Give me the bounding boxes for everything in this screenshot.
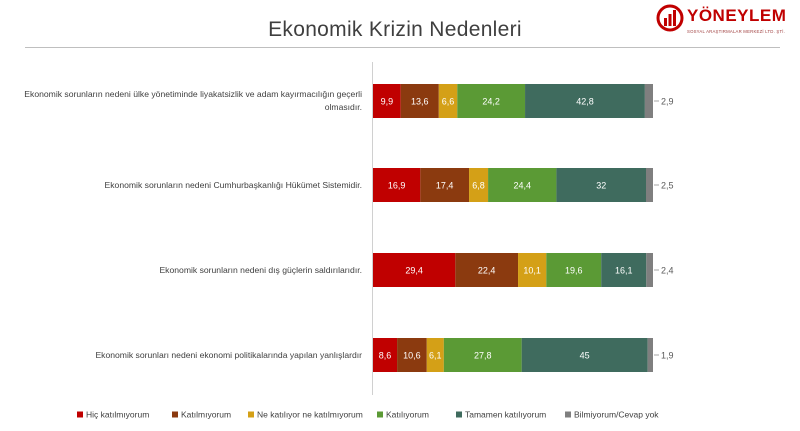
bar-segment-katilmiyorum: [420, 168, 470, 202]
bar-value-label: 6,8: [472, 181, 485, 191]
bar-value-label: 29,4: [405, 266, 423, 276]
bar-value-label: 24,2: [482, 97, 500, 107]
bar-segment-bilmiyorum-cevap-yok: [644, 84, 653, 118]
bar-segment-tamamen-katiliyorum: [521, 338, 648, 372]
logo-wordmark: YÖNEYLEM: [687, 6, 787, 25]
legend-label: Katılıyorum: [386, 410, 429, 420]
bar-segment-hic-katilmiyorum: [373, 253, 456, 287]
bar-segment-hic-katilmiyorum: [373, 168, 421, 202]
category-label: Ekonomik sorunların nedeni dış güçlerin …: [159, 264, 362, 275]
bar-value-label: 2,5: [661, 181, 674, 191]
bar-segment-hic-katilmiyorum: [373, 84, 401, 118]
bar-segment-katilmiyorum: [400, 84, 439, 118]
legend-label: Katılmıyorum: [181, 410, 231, 420]
legend-swatch: [172, 411, 178, 418]
bar-segment-bilmiyorum-cevap-yok: [646, 253, 653, 287]
bar-segment-katilmiyorum: [397, 338, 427, 372]
bar-value-label: 2,4: [661, 266, 674, 276]
yoneylem-logo: YÖNEYLEM SOSYAL ARAŞTIRMALAR MERKEZİ LTD…: [655, 3, 795, 43]
bar-value-label: 24,4: [513, 181, 531, 191]
bar-segment-bilmiyorum-cevap-yok: [646, 168, 653, 202]
bar-value-label: 17,4: [436, 181, 454, 191]
bar-value-label: 13,6: [411, 97, 429, 107]
bar-value-label: 6,6: [442, 97, 455, 107]
bar-value-label: 2,9: [661, 97, 674, 107]
bar-segment-katiliyorum: [457, 84, 526, 118]
category-label: Ekonomik sorunları nedeni ekonomi politi…: [95, 349, 362, 360]
title-divider: [25, 47, 780, 48]
bar-segment-katiliyorum: [443, 338, 522, 372]
bar-segment-katiliyorum: [488, 168, 557, 202]
bar-segment-ne-katiliyor-ne-katilmiyorum: [518, 253, 547, 287]
bar-segment-katiliyorum: [546, 253, 602, 287]
logo-mark-icon: [656, 4, 684, 32]
bar-value-label: 19,6: [565, 266, 583, 276]
bar-value-label: 42,8: [576, 97, 594, 107]
bar-value-label: 32: [596, 181, 606, 191]
bar-value-label: 16,1: [615, 266, 633, 276]
bar-value-label: 45: [580, 351, 590, 361]
legend-swatch: [77, 411, 83, 418]
chart-title: Ekonomik Krizin Nedenleri: [268, 18, 522, 41]
bar-value-label: 9,9: [381, 97, 394, 107]
bar-value-label: 8,6: [379, 351, 392, 361]
legend-swatch: [377, 411, 383, 418]
legend-swatch: [248, 411, 254, 418]
category-label: Ekonomik sorunların nedeni ülke yönetimi…: [24, 89, 362, 112]
legend-label: Tamamen katılıyorum: [465, 410, 546, 420]
legend-swatch: [456, 411, 462, 418]
category-label: Ekonomik sorunların nedeni Cumhurbaşkanl…: [104, 179, 362, 190]
bar-segment-hic-katilmiyorum: [373, 338, 398, 372]
bar-segment-tamamen-katiliyorum: [525, 84, 645, 118]
legend-label: Ne katılıyor ne katılmıyorum: [257, 410, 363, 420]
bar-segment-tamamen-katiliyorum: [556, 168, 646, 202]
legend-label: Bilmiyorum/Cevap yok: [574, 410, 659, 420]
bar-value-label: 10,1: [523, 266, 541, 276]
bar-value-label: 22,4: [478, 266, 496, 276]
bar-value-label: 10,6: [403, 351, 421, 361]
bar-segment-tamamen-katiliyorum: [601, 253, 647, 287]
bar-segment-ne-katiliyor-ne-katilmiyorum: [469, 168, 489, 202]
bar-value-label: 6,1: [429, 351, 442, 361]
bar-segment-ne-katiliyor-ne-katilmiyorum: [426, 338, 444, 372]
legend-swatch: [565, 411, 571, 418]
bar-segment-ne-katiliyor-ne-katilmiyorum: [438, 84, 458, 118]
bar-value-label: 27,8: [474, 351, 492, 361]
bar-value-label: 1,9: [661, 351, 674, 361]
logo-tagline: SOSYAL ARAŞTIRMALAR MERKEZİ LTD. ŞTİ.: [687, 29, 786, 34]
legend-label: Hiç katılmıyorum: [86, 410, 149, 420]
bar-segment-katilmiyorum: [455, 253, 519, 287]
bar-segment-bilmiyorum-cevap-yok: [647, 338, 653, 372]
bar-value-label: 16,9: [388, 181, 406, 191]
